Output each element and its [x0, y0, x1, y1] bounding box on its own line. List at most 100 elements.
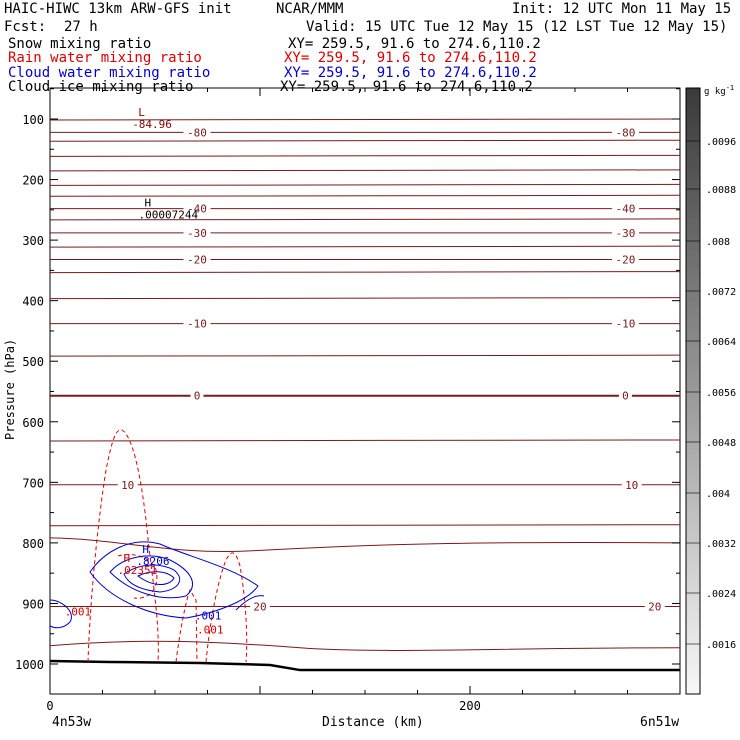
isotherm-label: -10 [187, 318, 207, 331]
colorbar-label: .0064 [706, 337, 736, 348]
x-tick-label: 200 [459, 699, 481, 713]
x-left-endpoint: 4n53w [52, 715, 91, 730]
isotherm-line [49, 183, 681, 186]
isotherm-label-bg [611, 317, 639, 330]
y-tick-label: 400 [22, 295, 44, 309]
y-tick-label: 200 [22, 174, 44, 188]
isotherm-label-bg [611, 226, 639, 239]
isotherm-label: 10 [625, 479, 638, 492]
isotherm-line [49, 139, 681, 142]
organization: NCAR/MMM [276, 1, 344, 17]
isotherm-line [49, 354, 681, 357]
cloud-water-contour [123, 564, 181, 593]
colorbar-label: .0096 [706, 137, 736, 148]
y-tick-label: 500 [22, 355, 44, 369]
forecast-hour: 27 h [64, 19, 98, 35]
colorbar-unit: g kg-1 [704, 84, 734, 97]
extremum-marker: L [138, 106, 145, 119]
isotherm-line [49, 271, 681, 274]
colorbar-label: .0088 [706, 185, 736, 196]
field-rain-name: Rain water mixing ratio [8, 50, 202, 66]
rain-contour [205, 552, 248, 663]
cloud-water-contour [89, 541, 259, 619]
isotherm-line [49, 483, 681, 486]
init-time: Init: 12 UTC Mon 11 May 15 [512, 1, 732, 17]
isotherm-label-bg [250, 600, 270, 613]
isotherm-label: -40 [187, 203, 207, 216]
colorbar-label: .004 [706, 489, 730, 500]
colorbar-ticks: .0096 .0088 .008 .0072 .0064 .0056 .0048 .004 .0… [686, 137, 736, 651]
isotherm-label: 0 [194, 390, 201, 403]
terrain-line [49, 659, 680, 672]
field-snow-xy: XY= 259.5, 91.6 to 274.6,110.2 [288, 36, 541, 52]
isotherm-label: 20 [648, 600, 661, 613]
isotherm-line [49, 169, 681, 172]
hydrometeor-contours [49, 429, 265, 663]
isotherm-line [49, 258, 681, 261]
plot-frame [49, 87, 681, 695]
field-cloud-water-xy: XY= 259.5, 91.6 to 274.6,110.2 [284, 65, 537, 81]
isotherm-label-bg [183, 126, 211, 139]
x-right-endpoint: 6n51w [640, 715, 679, 730]
isotherm-label: -10 [615, 318, 635, 331]
field-cloud-ice-name: Cloud ice mixing ratio [8, 79, 194, 95]
isotherm-label: -20 [615, 253, 635, 266]
isotherm-label-bg [644, 600, 665, 613]
field-snow-name: Snow mixing ratio [8, 36, 152, 52]
colorbar-label: .0032 [706, 539, 736, 550]
rain-contour [117, 554, 158, 599]
extremum-marker: H [124, 552, 131, 565]
colorbar-label: .0056 [706, 388, 736, 399]
field-cloud-water-name: Cloud water mixing ratio [8, 65, 211, 81]
extremum-marker: H [145, 197, 152, 210]
isotherm-label: 0 [622, 390, 629, 403]
isotherm-line [49, 524, 681, 527]
isotherm-label-bg [611, 253, 639, 266]
isotherm-label-bg [183, 253, 211, 266]
isotherm-line [49, 154, 681, 157]
cloud-water-contour [137, 571, 175, 585]
isotherm-label: -80 [187, 126, 207, 139]
isotherm-label-bg [183, 226, 211, 239]
isotherm-line [49, 537, 681, 553]
extremum-value: .8206 [136, 555, 169, 568]
rain-contour [87, 429, 159, 663]
isotherm-line [49, 640, 681, 651]
isotherm-label-bg [611, 126, 639, 139]
run-title: HAIC-HIWC 13km ARW-GFS init [4, 1, 232, 17]
isotherm-line [49, 131, 681, 134]
y-tick-label: 300 [22, 234, 44, 248]
terrain-surface [49, 659, 680, 672]
y-tick-label: 1000 [15, 658, 44, 672]
isotherm-label-bg [117, 478, 138, 491]
x-axis-ticks: 0 200 [46, 88, 681, 713]
valid-time: Valid: 15 UTC Tue 12 May 15 (12 LST Tue … [306, 19, 728, 35]
y-tick-label: 100 [22, 113, 44, 127]
isotherm-line [49, 232, 681, 234]
isotherm-line [49, 322, 681, 325]
isotherm-line [49, 245, 681, 248]
forecast-label: Fcst: [4, 19, 47, 35]
colorbar [685, 87, 701, 695]
colorbar-label: .0016 [706, 640, 736, 651]
y-tick-label: 700 [22, 476, 44, 490]
isotherm-label: -30 [187, 227, 207, 240]
rain-contour [175, 588, 198, 663]
isotherm-label-bg [190, 389, 204, 402]
isotherm-label: -40 [615, 203, 635, 216]
cloud-water-contour [109, 555, 193, 599]
y-tick-label: 800 [22, 537, 44, 551]
field-cloud-ice-xy: XY= 259.5, 91.6 to 274.6,110.2 [280, 79, 533, 95]
contour-value-label: .001 [65, 605, 92, 618]
extremum-value: -84.96 [132, 118, 172, 131]
colorbar-label: .0024 [706, 589, 736, 600]
isotherm-label-bg [183, 317, 211, 330]
isotherm-label-bg [621, 478, 642, 491]
colorbar-label: .0072 [706, 287, 736, 298]
y-axis-title: Pressure (hPa) [3, 339, 17, 440]
isotherm-label: -20 [187, 253, 207, 266]
colorbar-label: .008 [706, 237, 730, 248]
isotherm-label: 10 [121, 479, 134, 492]
